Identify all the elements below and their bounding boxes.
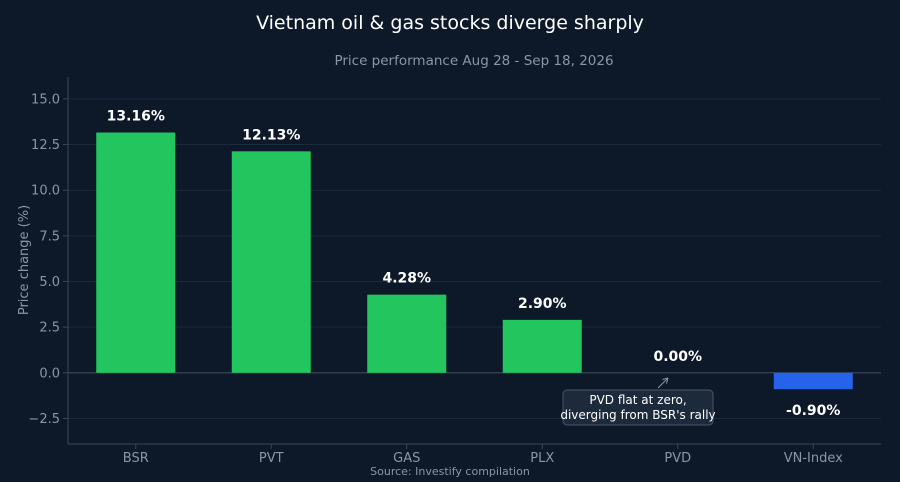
bar-pvt [231, 151, 311, 373]
bar-plx [502, 319, 582, 373]
y-tick-label: 2.5 [39, 321, 60, 336]
bar-gas [367, 294, 447, 373]
grid [68, 98, 881, 419]
y-tick-label: 0.0 [39, 366, 60, 381]
x-tick-label: PVT [259, 451, 284, 466]
y-tick-label: 7.5 [39, 229, 60, 244]
x-tick-label: PVD [664, 451, 691, 466]
y-axis-label: Price change (%) [17, 205, 32, 315]
bar-vn-index [773, 372, 853, 390]
y-tick-label: −2.5 [28, 412, 60, 427]
data-label: 2.90% [518, 296, 567, 312]
annotation-text-line-1: PVD flat at zero, [589, 393, 686, 407]
bars [96, 132, 853, 390]
axes [63, 77, 881, 449]
annotation: PVD flat at zero, diverging from BSR's r… [560, 377, 716, 426]
annotation-box [562, 389, 714, 426]
x-tick-label: PLX [530, 451, 554, 466]
x-tick-label: GAS [393, 451, 420, 466]
data-label: 12.13% [242, 127, 300, 143]
annotation-arrowhead [662, 377, 669, 384]
y-tick-label: 10.0 [31, 184, 60, 199]
data-label: 4.28% [382, 271, 431, 287]
data-label: -0.90% [786, 403, 840, 419]
chart-subtitle: Price performance Aug 28 - Sep 18, 2026 [334, 53, 613, 69]
annotation-arrow [657, 377, 669, 389]
source-note: Source: Investify compilation [370, 465, 530, 478]
y-tick-label: 15.0 [31, 92, 60, 107]
y-tick-label: 5.0 [39, 275, 60, 290]
data-labels: 13.16% 12.13% 4.28% 2.90% 0.00% -0.90% [107, 109, 841, 420]
annotation-text-line-2: diverging from BSR's rally [560, 408, 715, 422]
x-tick-label: VN-Index [784, 451, 843, 466]
bar-bsr [96, 132, 176, 373]
x-tick-labels: BSR PVT GAS PLX PVD VN-Index [123, 451, 843, 466]
data-label: 13.16% [107, 109, 165, 125]
y-tick-labels: −2.5 0.0 2.5 5.0 7.5 10.0 12.5 15.0 [28, 92, 60, 427]
y-tick-label: 12.5 [31, 138, 60, 153]
chart-title: Vietnam oil & gas stocks diverge sharply [256, 12, 644, 34]
x-tick-label: BSR [123, 451, 149, 466]
data-label: 0.00% [653, 349, 702, 365]
